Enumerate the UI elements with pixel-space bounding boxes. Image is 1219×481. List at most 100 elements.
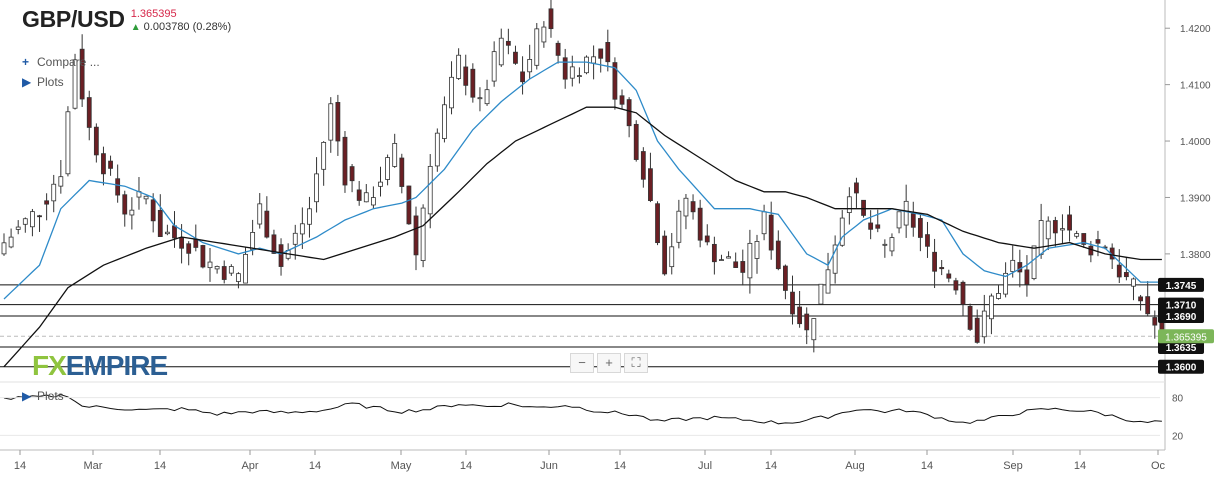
candle-down	[349, 166, 355, 182]
candle-up	[903, 200, 909, 226]
fit-icon[interactable]: ⛶	[624, 353, 648, 373]
last-price-tag-label: 1.365395	[1165, 332, 1207, 343]
candle-up	[491, 51, 497, 82]
candle-up	[541, 26, 547, 43]
candle-up	[129, 209, 135, 216]
quote-block: 1.365395 ▲ 0.003780 (0.28%)	[131, 8, 231, 34]
candle-down	[633, 123, 639, 160]
candle-down	[179, 237, 184, 249]
compare-menu[interactable]: + Compare ...	[22, 55, 100, 69]
candle-up	[1038, 220, 1044, 255]
level-tag: 1.3745	[1158, 277, 1204, 292]
plots-menu-lower[interactable]: ▶ Plots	[22, 389, 64, 403]
support-resistance-levels	[0, 284, 1160, 368]
candle-down	[93, 126, 99, 156]
candle-up	[1131, 278, 1136, 287]
x-tick-label: Jun	[540, 460, 558, 472]
level-tag-label: 1.3710	[1166, 301, 1197, 312]
candle-down	[150, 199, 156, 222]
candle-up	[143, 195, 149, 200]
level-tag: 1.3635	[1158, 339, 1204, 354]
candle-down	[854, 182, 859, 194]
x-tick-label: 14	[154, 460, 166, 472]
x-tick-label: Apr	[241, 460, 258, 472]
candle-up	[449, 76, 454, 109]
level-tag-box	[1158, 308, 1204, 323]
compare-label: Compare ...	[37, 55, 100, 69]
candle-down	[356, 189, 362, 201]
candle-up	[392, 143, 398, 167]
candle-up	[669, 246, 675, 268]
candle-down	[1123, 272, 1129, 278]
candle-up	[818, 283, 824, 305]
candle-down	[505, 40, 511, 46]
candle-down	[598, 48, 604, 59]
candle-down	[967, 305, 973, 330]
candle-down	[221, 266, 227, 280]
candle-down	[1067, 214, 1072, 231]
candle-down	[1116, 264, 1122, 278]
candle-up	[385, 157, 390, 180]
candle-up	[58, 176, 64, 187]
zoom-controls: − + ⛶	[570, 353, 648, 373]
level-tag-label: 1.3745	[1166, 281, 1197, 292]
candle-down	[974, 317, 980, 343]
candle-down	[605, 42, 611, 63]
candle-down	[1095, 239, 1101, 244]
candle-up	[1010, 259, 1016, 272]
candle-up	[1060, 228, 1065, 231]
candle-up	[456, 54, 462, 79]
candle-up	[65, 111, 71, 175]
candle-down	[513, 51, 518, 64]
candle-down	[861, 199, 866, 216]
candle-down	[399, 157, 405, 187]
candle-down	[711, 243, 717, 263]
candle-down	[101, 153, 106, 175]
candle-down	[704, 235, 710, 243]
x-tick-label: Jul	[698, 460, 712, 472]
candle-down	[1017, 262, 1023, 273]
candle-up	[676, 210, 682, 243]
candle-up	[576, 75, 582, 77]
zoom-out-button[interactable]: −	[570, 353, 594, 373]
plots-menu[interactable]: ▶ Plots	[22, 75, 64, 89]
candle-up	[164, 231, 170, 235]
candle-down	[470, 68, 476, 98]
x-tick-label: Sep	[1003, 460, 1023, 472]
candle-up	[477, 97, 483, 100]
candle-down	[768, 214, 774, 251]
symbol-title: GBP/USD	[22, 6, 125, 32]
x-tick-label: Aug	[845, 460, 865, 472]
candle-down	[797, 306, 803, 325]
candle-up	[214, 266, 220, 270]
y-tick-label: 1.4000	[1180, 137, 1211, 148]
level-tag: 1.3710	[1158, 297, 1204, 312]
candle-down	[37, 215, 42, 218]
candle-up	[243, 253, 248, 284]
candle-up	[747, 242, 753, 279]
candle-down	[939, 267, 945, 270]
x-tick-label: 14	[460, 460, 472, 472]
candle-up	[498, 37, 504, 66]
x-tick-label: 14	[765, 460, 777, 472]
moving-average-slow-line	[3, 106, 1162, 368]
candle-down	[932, 251, 937, 272]
candle-down	[555, 42, 561, 56]
candle-down	[1152, 317, 1158, 326]
candle-down	[655, 203, 660, 244]
zoom-in-button[interactable]: +	[597, 353, 621, 373]
candle-down	[271, 234, 277, 254]
candle-down	[875, 224, 881, 229]
candle-down	[406, 185, 412, 225]
triangle-right-icon: ▶	[22, 75, 32, 89]
candle-down	[1024, 269, 1030, 285]
level-tag-box	[1158, 359, 1204, 374]
candle-down	[804, 313, 810, 331]
level-tag-label: 1.3690	[1166, 312, 1197, 323]
candle-down	[953, 280, 959, 291]
y-tick-label: 1.4200	[1180, 24, 1211, 35]
candle-up	[996, 293, 1001, 299]
candle-up	[8, 236, 14, 248]
